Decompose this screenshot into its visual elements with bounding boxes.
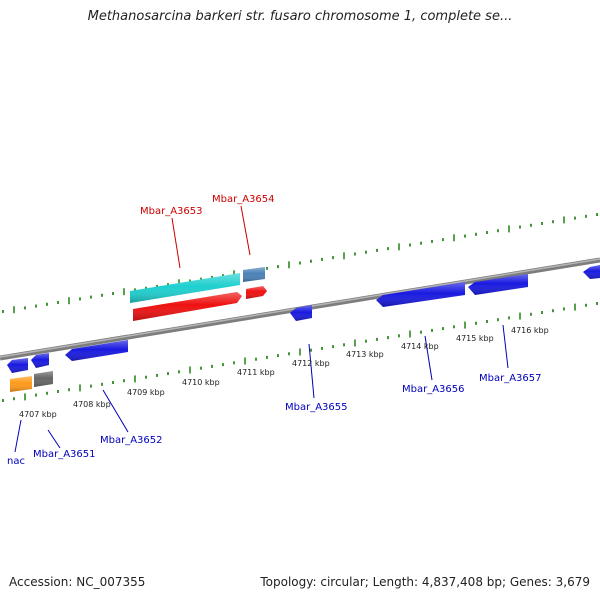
lower-tick-track [2,302,598,402]
gene-mbar-a3652[interactable] [65,340,128,361]
gene-mbar-a3653[interactable] [130,273,240,303]
gene-mbar-a3656[interactable] [376,282,465,307]
ruler-label: 4712 kbp [292,359,330,368]
ruler-label: 4714 kbp [401,342,439,351]
gene-label-mbar-a3656[interactable]: Mbar_A3656 [402,384,465,395]
accession-text: Accession: NC_007355 [9,575,146,589]
gene-label-mbar-a3652[interactable]: Mbar_A3652 [100,435,163,446]
gene-nac[interactable] [10,376,32,392]
ruler-label: 4708 kbp [73,400,111,409]
leader-mbar-a3652 [102,389,129,433]
leader-mbar-a3651 [47,429,61,449]
ruler-label: 4710 kbp [182,378,220,387]
leader-mbar-a3655 [308,343,315,399]
page-title: Methanosarcina barkeri str. fusaro chrom… [87,9,513,24]
gene-label-mbar-a3657[interactable]: Mbar_A3657 [479,373,542,384]
ruler-label: 4715 kbp [456,334,494,343]
ruler-label: 4716 kbp [511,326,549,335]
leader-nac [14,419,22,453]
gene-red-1[interactable] [133,292,242,321]
leader-mbar-a3654 [240,205,251,256]
gene-blue-edge[interactable] [583,265,600,279]
gene-blue-2[interactable] [31,353,49,368]
gene-label-mbar-a3655[interactable]: Mbar_A3655 [285,402,348,413]
ruler-label: 4713 kbp [346,350,384,359]
gene-mbar-a3655[interactable] [290,305,312,321]
gene-label-mbar-a3654[interactable]: Mbar_A3654 [212,194,275,205]
gene-mbar-a3651[interactable] [34,371,53,387]
upper-tick-track [2,213,598,314]
gene-label-nac[interactable]: nac [7,456,25,467]
leader-mbar-a3656 [424,335,433,381]
ruler-label: 4709 kbp [127,388,165,397]
gene-mbar-a3654[interactable] [243,267,265,282]
leader-mbar-a3657 [502,324,509,369]
ruler-label: 4711 kbp [237,368,275,377]
gene-label-mbar-a3651[interactable]: Mbar_A3651 [33,449,96,460]
gene-label-mbar-a3653[interactable]: Mbar_A3653 [140,206,203,217]
gene-red-2[interactable] [246,286,267,299]
gene-mbar-a3657[interactable] [468,274,528,295]
topology-text: Topology: circular; Length: 4,837,408 bp… [260,575,590,589]
gene-blue-1[interactable] [7,358,28,373]
ruler-label: 4707 kbp [19,410,57,419]
leader-mbar-a3653 [171,217,181,269]
